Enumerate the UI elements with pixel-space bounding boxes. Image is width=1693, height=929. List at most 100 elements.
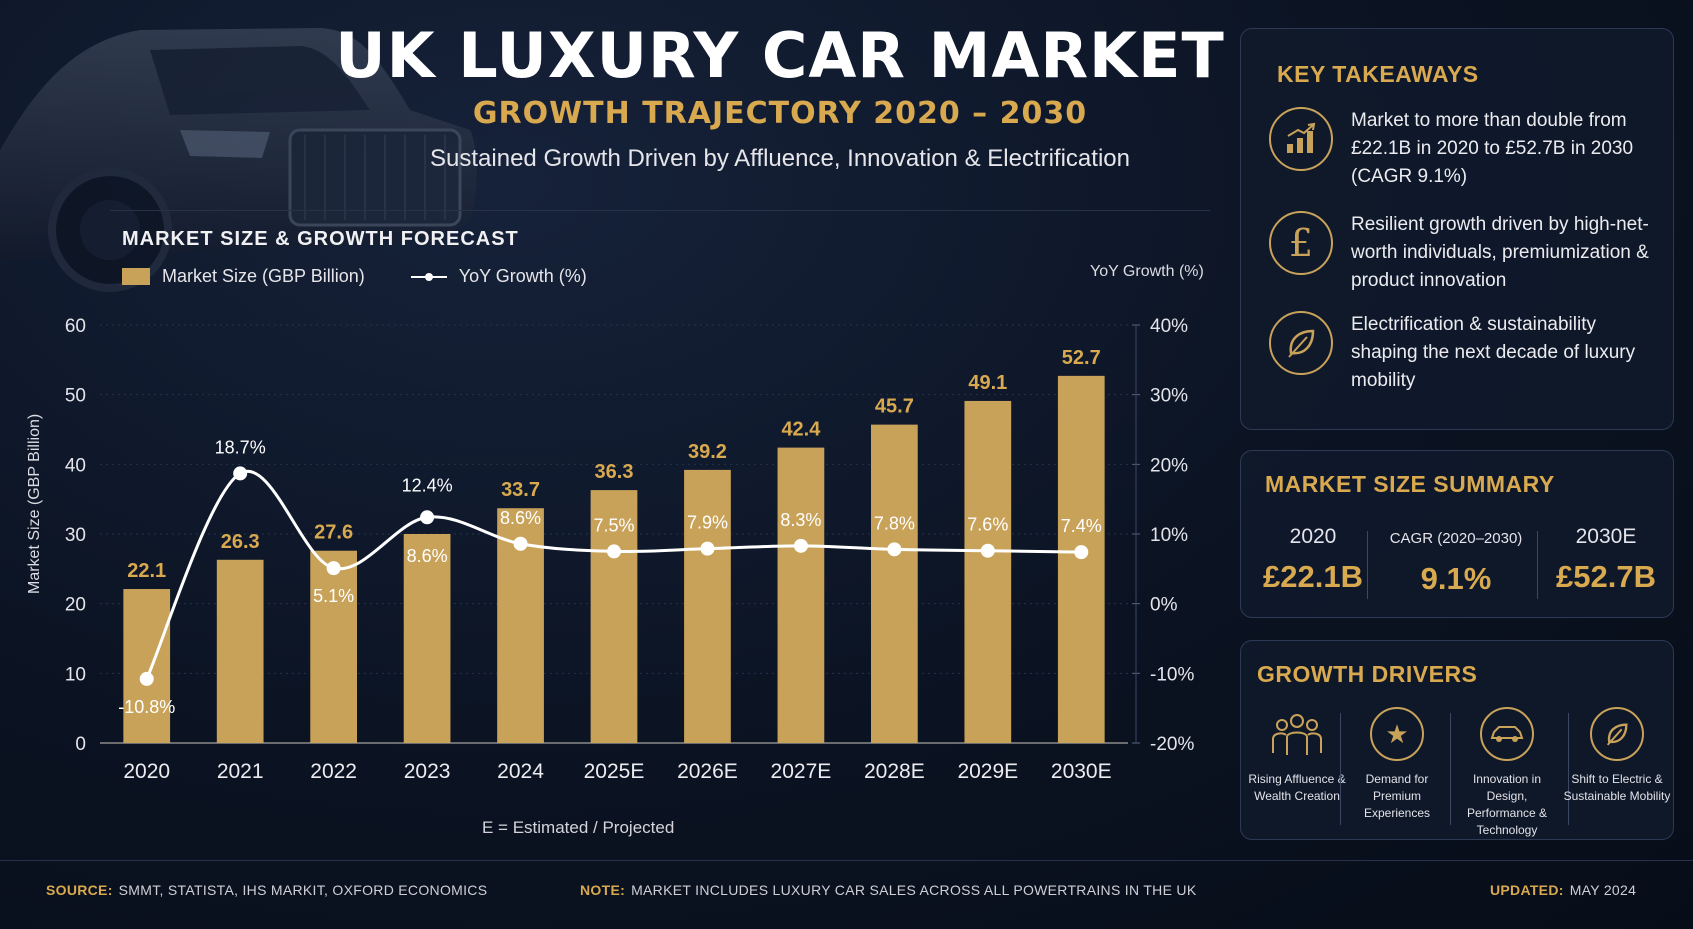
legend-bar-swatch	[122, 268, 150, 285]
y-tick-label: 60	[65, 316, 86, 337]
y-right-tick-label: 10%	[1150, 525, 1188, 546]
x-tick-label: 2022	[310, 760, 357, 783]
growth-point	[700, 541, 715, 556]
growth-value-label: 8.6%	[500, 508, 541, 528]
updated-key: UPDATED:	[1490, 882, 1564, 898]
y-tick-label: 0	[75, 734, 86, 755]
footer-source: SOURCE: SMMT, STATISTA, IHS MARKIT, OXFOR…	[46, 882, 487, 898]
growth-point	[233, 466, 248, 481]
y-right-tick-label: -20%	[1150, 734, 1194, 755]
growth-point	[513, 536, 528, 551]
growth-point	[326, 561, 341, 576]
divider	[1340, 713, 1341, 825]
luxury-car-illustration	[0, 28, 477, 292]
growth-point	[1074, 545, 1089, 560]
takeaway-text: Market to more than double from £22.1B i…	[1351, 110, 1634, 187]
summary-start: 2020 £22.1B	[1253, 525, 1373, 595]
bar-value-label: 42.4	[781, 419, 821, 441]
y-right-tick-label: 20%	[1150, 455, 1188, 476]
drivers-title: GROWTH DRIVERS	[1257, 661, 1478, 687]
growth-value-label: -10.8%	[118, 697, 175, 717]
x-tick-label: 2030E	[1051, 760, 1112, 783]
growth-line	[145, 469, 1082, 680]
growth-point	[793, 538, 808, 553]
growth-value-label: 7.9%	[687, 513, 728, 533]
combo-chart: 0 10 20 30 40 50 60 -20% -10% 0% 10% 20% 30% 40% 2020 2…	[65, 316, 1195, 783]
y-right-tick-label: 30%	[1150, 386, 1188, 407]
growth-point	[887, 542, 902, 557]
growth-value-label: 18.7%	[215, 437, 266, 457]
driver-item: Shift to Electric & Sustainable Mobility	[1561, 707, 1673, 805]
bar-value-label: 45.7	[875, 396, 914, 418]
footer-note: NOTE: MARKET INCLUDES LUXURY CAR SALES AC…	[580, 882, 1196, 898]
growth-value-label: 7.5%	[593, 515, 634, 535]
divider	[1537, 531, 1538, 599]
x-tick-label: 2021	[217, 760, 264, 783]
x-tick-label: 2028E	[864, 760, 925, 783]
y-tick-label: 20	[65, 595, 86, 616]
summary-end-value: £52.7B	[1556, 559, 1656, 594]
page-subtitle: GROWTH TRAJECTORY 2020 – 2030	[472, 96, 1088, 131]
x-tick-label: 2026E	[677, 760, 738, 783]
driver-item: Innovation in Design, Performance & Tech…	[1451, 707, 1563, 839]
bar-value-label: 52.7	[1062, 347, 1101, 369]
x-tick-label: 2024	[497, 760, 544, 783]
growth-point	[139, 671, 154, 686]
x-tick-label: 2025E	[584, 760, 645, 783]
summary-cagr-label: CAGR (2020–2030)	[1389, 530, 1523, 547]
takeaways-title: KEY TAKEAWAYS	[1277, 61, 1479, 87]
footer-divider	[0, 860, 1693, 861]
takeaway-item: £ Resilient growth driven by high-net-wo…	[1269, 211, 1661, 295]
divider	[1450, 713, 1451, 825]
y-tick-label: 40	[65, 455, 86, 476]
note-key: NOTE:	[580, 882, 626, 898]
growth-value-label: 12.4%	[402, 475, 453, 495]
driver-label: Shift to Electric & Sustainable Mobility	[1563, 772, 1671, 803]
bar	[403, 534, 451, 743]
bar-value-label: 8.6%	[407, 546, 448, 566]
takeaway-text: Electrification & sustainability shaping…	[1351, 314, 1636, 391]
y-right-tick-label: 0%	[1150, 595, 1178, 616]
growth-point	[420, 510, 435, 525]
people-icon	[1270, 707, 1324, 761]
growth-drivers-panel: GROWTH DRIVERS Rising Affluence & Wealth…	[1240, 640, 1674, 840]
summary-start-value: £22.1B	[1263, 559, 1363, 594]
bar	[1057, 375, 1105, 743]
car-icon	[1480, 707, 1534, 761]
leaf-icon	[1590, 707, 1644, 761]
star-icon: ★	[1370, 707, 1424, 761]
y-tick-label: 50	[65, 386, 86, 407]
summary-cagr: CAGR (2020–2030) 9.1%	[1381, 525, 1531, 597]
header: UK LUXURY CAR MARKET GROWTH TRAJECTORY 2…	[330, 18, 1230, 173]
driver-item: Rising Affluence & Wealth Creation	[1241, 707, 1353, 805]
bar-value-label: 27.6	[314, 522, 353, 544]
takeaway-item: Market to more than double from £22.1B i…	[1269, 107, 1661, 191]
bar	[964, 400, 1012, 743]
pound-icon: £	[1269, 211, 1333, 275]
x-tick-label: 2029E	[957, 760, 1018, 783]
source-text: SMMT, STATISTA, IHS MARKIT, OXFORD ECONO…	[118, 882, 488, 898]
bar-value-label: 26.3	[221, 531, 260, 553]
bar	[310, 550, 357, 743]
growth-point	[607, 544, 621, 559]
page-title: UK LUXURY CAR MARKET	[335, 19, 1225, 92]
estimate-note: E = Estimated / Projected	[482, 818, 675, 837]
growth-point	[980, 543, 995, 558]
driver-item: ★ Demand for Premium Experiences	[1341, 707, 1453, 822]
updated-text: MAY 2024	[1569, 882, 1637, 898]
growth-value-label: 5.1%	[313, 586, 354, 606]
bar	[871, 424, 918, 743]
bar	[123, 589, 171, 743]
x-tick-label: 2023	[404, 760, 451, 783]
takeaway-text: Resilient growth driven by high-net-wort…	[1351, 214, 1649, 291]
legend-line-label: YoY Growth (%)	[458, 266, 587, 286]
bar-value-label: 33.7	[501, 479, 540, 501]
footer-updated: UPDATED: MAY 2024	[1490, 882, 1636, 898]
summary-cagr-value: 9.1%	[1420, 561, 1492, 596]
tagline: Sustained Growth Driven by Affluence, In…	[430, 145, 1130, 172]
divider	[110, 210, 1210, 211]
legend-bar-label: Market Size (GBP Billion)	[162, 266, 365, 286]
bar-value-label: 49.1	[968, 372, 1007, 394]
market-summary-panel: MARKET SIZE SUMMARY 2020 £22.1B CAGR (20…	[1240, 450, 1674, 618]
note-text: MARKET INCLUDES LUXURY CAR SALES ACROSS …	[631, 882, 1197, 898]
